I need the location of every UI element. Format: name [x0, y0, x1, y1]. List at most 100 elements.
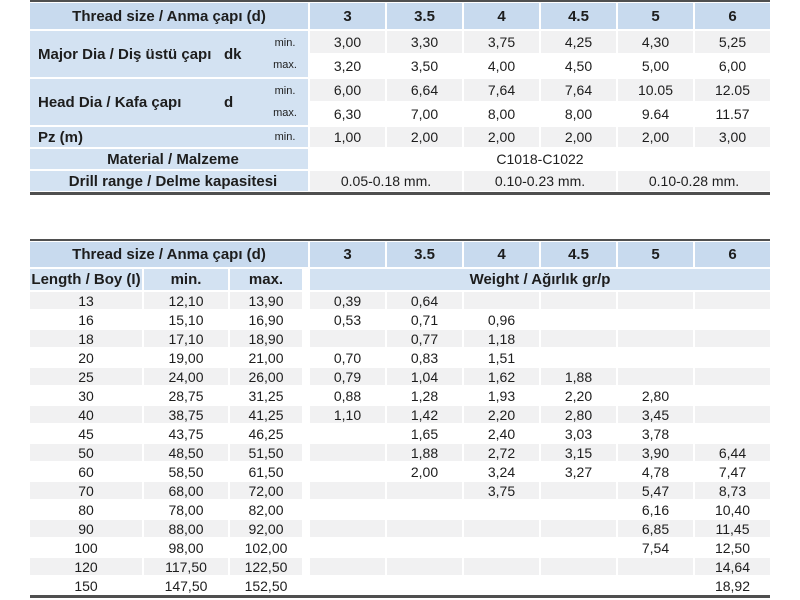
t1-value-cell: 3,20 [310, 55, 385, 77]
t2-min-cell: 98,00 [144, 539, 228, 556]
t2-weight-cell [541, 349, 616, 366]
t2-weight-cell: 3,78 [618, 425, 693, 442]
t1-value-cell: 11.57 [695, 103, 770, 125]
t1-group-label: Head Dia / Kafa çapı d min. max. [30, 79, 308, 125]
t2-weight-cell: 3,15 [541, 444, 616, 461]
t2-weight-cell: 1,04 [387, 368, 462, 385]
t2-weight-cell [541, 520, 616, 537]
t2-weight-cell: 2,80 [618, 387, 693, 404]
t2-length-cell: 60 [30, 463, 142, 480]
t2-weight-cell [464, 558, 539, 575]
t2-min-cell: 28,75 [144, 387, 228, 404]
t1-minmax-column: min. max. [262, 79, 308, 125]
t2-weight-cell: 2,20 [464, 406, 539, 423]
t2-weight-cell: 1,18 [464, 330, 539, 347]
t2-weight-cell: 12,50 [695, 539, 770, 556]
t2-size-header: 5 [618, 242, 693, 267]
t2-weight-cell [464, 501, 539, 518]
t2-weight-cell [310, 558, 385, 575]
t1-value-cell: 6,64 [387, 79, 462, 101]
t1-value-cell: 4,00 [464, 55, 539, 77]
t1-drill-range-cell: 0.05-0.18 mm. [310, 171, 462, 191]
t2-weight-cell: 7,47 [695, 463, 770, 480]
t2-weight-cell: 2,00 [387, 463, 462, 480]
t2-weight-cell: 0,83 [387, 349, 462, 366]
t2-weight-cell: 0,79 [310, 368, 385, 385]
t2-weight-cell [464, 577, 539, 594]
t2-weight-cell [695, 406, 770, 423]
t2-weight-cell: 3,45 [618, 406, 693, 423]
t1-material-label: Material / Malzeme [30, 149, 308, 169]
t2-length-cell: 16 [30, 311, 142, 328]
t1-value-cell: 2,00 [618, 127, 693, 147]
t2-weight-cell: 1,51 [464, 349, 539, 366]
t1-value-cell: 6,30 [310, 103, 385, 125]
t2-weight-cell: 1,88 [387, 444, 462, 461]
t2-weight-cell: 1,42 [387, 406, 462, 423]
t2-weight-cell: 0,77 [387, 330, 462, 347]
t2-min-cell: 147,50 [144, 577, 228, 594]
t2-weight-cell: 2,72 [464, 444, 539, 461]
t1-value-cell: 7,00 [387, 103, 462, 125]
t2-weight-cell: 7,54 [618, 539, 693, 556]
t2-max-cell: 21,00 [230, 349, 302, 366]
t1-value-cell: 3,30 [387, 31, 462, 53]
t2-weight-cell: 0,88 [310, 387, 385, 404]
t2-weight-cell: 1,10 [310, 406, 385, 423]
t2-length-cell: 80 [30, 501, 142, 518]
t2-max-cell: 51,50 [230, 444, 302, 461]
t1-group-code: d [224, 93, 234, 111]
t1-value-cell: 2,00 [464, 127, 539, 147]
t1-size-header: 4 [464, 3, 539, 29]
length-weight-table: Thread size / Anma çapı (d) Length / Boy… [30, 239, 770, 598]
t2-weight-cell: 1,88 [541, 368, 616, 385]
t2-weight-cell [618, 292, 693, 309]
t2-max-cell: 16,90 [230, 311, 302, 328]
t2-length-cell: 120 [30, 558, 142, 575]
t1-value-cell: 8,00 [464, 103, 539, 125]
t2-max-cell: 82,00 [230, 501, 302, 518]
t1-limit-label: max. [273, 59, 297, 71]
t2-weight-cell: 1,62 [464, 368, 539, 385]
t2-weight-cell [387, 577, 462, 594]
t1-drill-range-cell: 0.10-0.23 mm. [464, 171, 616, 191]
t1-header-label: Thread size / Anma çapı (d) [30, 3, 308, 29]
t2-weight-cell [695, 349, 770, 366]
t2-weight-cell [618, 368, 693, 385]
t2-weight-cell: 0,64 [387, 292, 462, 309]
t1-value-cell: 3,00 [310, 31, 385, 53]
t2-size-header: 4 [464, 242, 539, 267]
t2-weight-cell: 6,44 [695, 444, 770, 461]
t2-weight-cell: 11,45 [695, 520, 770, 537]
t2-weight-cell [695, 387, 770, 404]
t1-value-cell: 7,64 [541, 79, 616, 101]
t2-min-cell: 88,00 [144, 520, 228, 537]
t2-max-cell: 72,00 [230, 482, 302, 499]
t2-length-cell: 13 [30, 292, 142, 309]
t2-max-cell: 18,90 [230, 330, 302, 347]
t2-min-cell: 17,10 [144, 330, 228, 347]
t2-length-header: Length / Boy (I) [30, 269, 142, 290]
t2-weight-cell [310, 520, 385, 537]
t2-max-cell: 152,50 [230, 577, 302, 594]
t1-size-header: 3.5 [387, 3, 462, 29]
t2-weight-cell: 1,28 [387, 387, 462, 404]
t2-length-cell: 90 [30, 520, 142, 537]
t2-weight-cell [695, 425, 770, 442]
t2-weight-cell [310, 501, 385, 518]
t1-group-label: Major Dia / Diş üstü çapı dk min. max. [30, 31, 308, 77]
t2-weight-cell [541, 558, 616, 575]
t1-size-header: 4.5 [541, 3, 616, 29]
t1-value-cell: 10.05 [618, 79, 693, 101]
t2-max-cell: 122,50 [230, 558, 302, 575]
t2-weight-cell [541, 577, 616, 594]
t2-length-cell: 45 [30, 425, 142, 442]
t2-weight-cell [387, 558, 462, 575]
t2-weight-cell: 0,39 [310, 292, 385, 309]
t2-weight-cell: 6,85 [618, 520, 693, 537]
t1-drill-label: Drill range / Delme kapasitesi [30, 171, 308, 191]
t2-length-cell: 70 [30, 482, 142, 499]
t2-weight-cell [464, 539, 539, 556]
t2-weight-cell: 2,20 [541, 387, 616, 404]
t2-weight-cell: 1,93 [464, 387, 539, 404]
